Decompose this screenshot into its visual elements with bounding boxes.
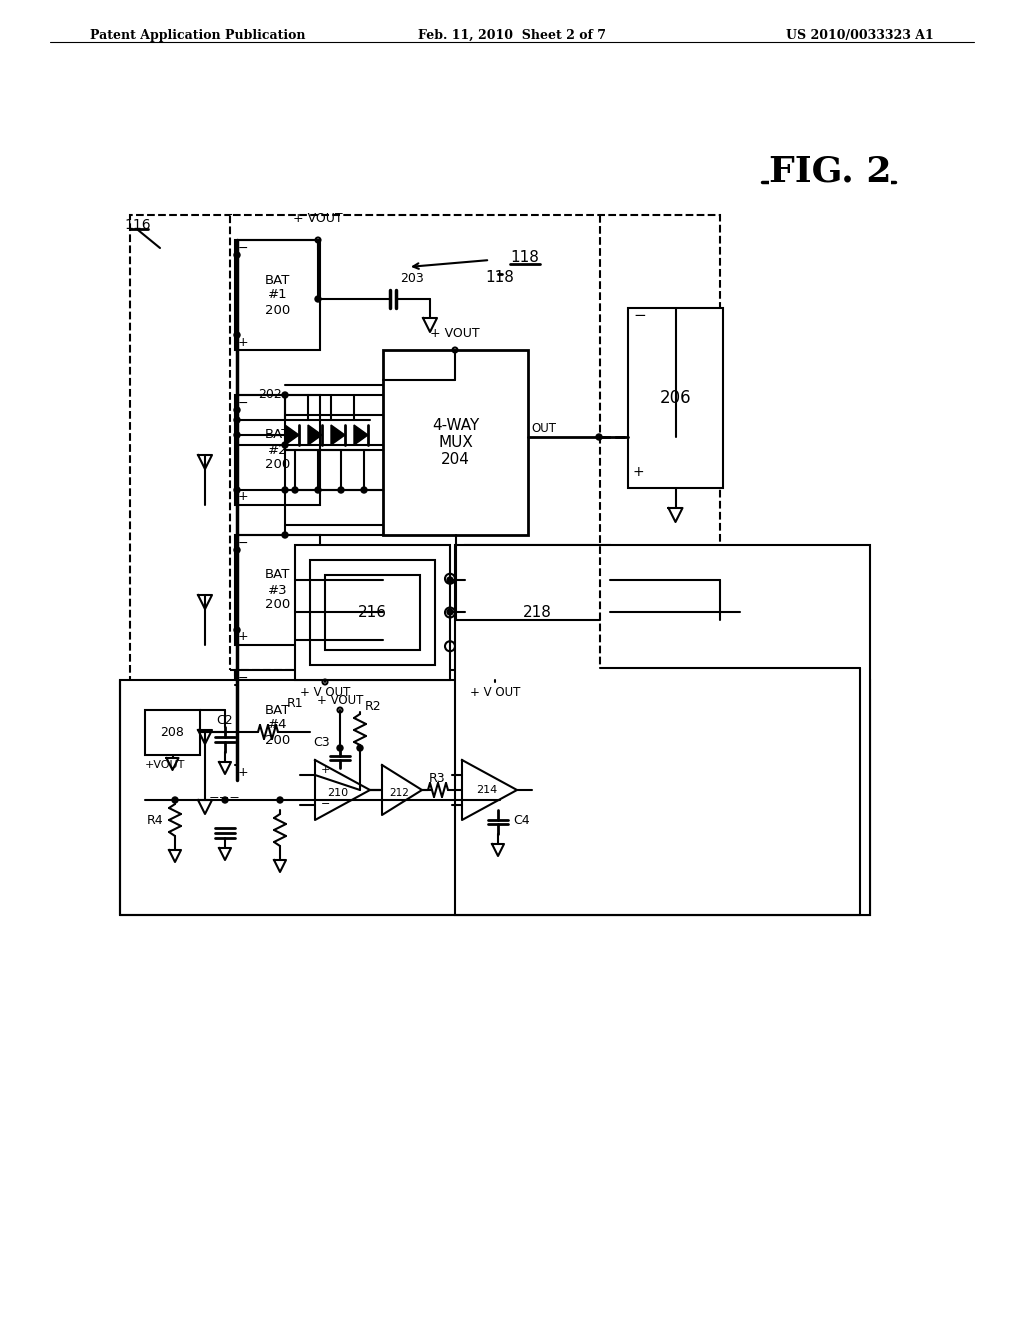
Text: R3: R3 [429, 771, 445, 784]
Text: 4-WAY
MUX
204: 4-WAY MUX 204 [432, 417, 479, 467]
Bar [234, 395, 319, 506]
Circle shape [361, 487, 367, 492]
Circle shape [172, 797, 178, 803]
Text: BAT
#2
200: BAT #2 200 [265, 429, 290, 471]
Text: FIG. 2: FIG. 2 [769, 154, 891, 189]
Circle shape [222, 797, 228, 803]
Circle shape [234, 487, 240, 492]
Text: 212: 212 [389, 788, 409, 799]
Polygon shape [331, 425, 345, 445]
Text: 218: 218 [523, 605, 552, 620]
Circle shape [234, 627, 240, 634]
Bar [130, 215, 234, 880]
Text: R4: R4 [146, 813, 163, 826]
Text: ===: === [209, 793, 241, 807]
Circle shape [338, 487, 344, 492]
Text: −: − [238, 536, 248, 549]
Circle shape [282, 442, 288, 447]
Text: R1: R1 [287, 697, 303, 710]
Circle shape [234, 546, 240, 553]
Circle shape [447, 577, 453, 583]
Bar [120, 680, 870, 915]
Text: +: + [238, 631, 248, 644]
Text: +: + [238, 335, 248, 348]
Text: 206: 206 [659, 389, 691, 407]
Circle shape [234, 762, 240, 768]
Text: R2: R2 [365, 700, 382, 713]
Circle shape [234, 252, 240, 257]
Circle shape [292, 487, 298, 492]
Circle shape [282, 392, 288, 399]
Text: + V OUT: + V OUT [470, 685, 520, 698]
Text: 118: 118 [510, 251, 539, 265]
Text: −: − [321, 799, 331, 809]
Text: BAT
#4
200: BAT #4 200 [265, 704, 290, 747]
Text: −: − [238, 242, 248, 255]
Text: Patent Application Publication: Patent Application Publication [90, 29, 305, 41]
Text: BAT
#3
200: BAT #3 200 [265, 569, 290, 611]
Circle shape [234, 333, 240, 338]
Text: 202: 202 [258, 388, 282, 401]
Text: 116: 116 [125, 218, 152, 232]
Bar [628, 308, 723, 488]
Text: + VOUT: + VOUT [430, 327, 480, 341]
Text: Feb. 11, 2010  Sheet 2 of 7: Feb. 11, 2010 Sheet 2 of 7 [418, 29, 606, 41]
Text: +: + [238, 491, 248, 503]
Bar [234, 535, 319, 645]
Circle shape [282, 487, 288, 492]
Text: +: + [238, 766, 248, 779]
Circle shape [234, 417, 240, 422]
Circle shape [337, 744, 343, 751]
Bar [310, 560, 435, 665]
Text: −: − [238, 672, 248, 685]
Text: −: − [633, 308, 646, 323]
Circle shape [596, 434, 602, 440]
Polygon shape [285, 425, 299, 445]
Bar [295, 545, 450, 680]
Circle shape [234, 432, 240, 438]
Text: 208: 208 [161, 726, 184, 739]
Circle shape [234, 407, 240, 413]
Text: 210: 210 [327, 788, 348, 799]
Bar [480, 560, 595, 665]
Text: BAT
#1
200: BAT #1 200 [265, 273, 290, 317]
Circle shape [357, 744, 362, 751]
Text: 118: 118 [485, 271, 514, 285]
Text: +: + [633, 465, 645, 479]
Polygon shape [354, 425, 368, 445]
Text: 214: 214 [476, 785, 498, 795]
Text: + VOUT: + VOUT [316, 693, 364, 706]
Circle shape [315, 487, 321, 492]
Text: 203: 203 [400, 272, 424, 285]
Text: +VOUT: +VOUT [145, 760, 185, 770]
Bar [455, 545, 870, 915]
Polygon shape [308, 425, 322, 445]
Bar [465, 545, 610, 680]
Circle shape [447, 609, 453, 615]
Text: US 2010/0033323 A1: US 2010/0033323 A1 [786, 29, 934, 41]
Bar [325, 576, 420, 649]
Text: C3: C3 [313, 737, 330, 750]
Text: OUT: OUT [531, 422, 556, 436]
Bar [145, 710, 200, 755]
Bar [383, 350, 528, 535]
Bar [234, 671, 319, 780]
Text: 216: 216 [358, 605, 387, 620]
Text: + VOUT: + VOUT [293, 213, 343, 224]
Text: C4: C4 [513, 813, 529, 826]
Text: C2: C2 [217, 714, 233, 726]
Circle shape [315, 296, 321, 302]
Circle shape [278, 797, 283, 803]
Bar [230, 215, 720, 671]
Text: −: − [238, 396, 248, 409]
Circle shape [234, 682, 240, 688]
Bar [234, 240, 319, 350]
Text: +: + [321, 766, 331, 775]
Text: + V OUT: + V OUT [300, 685, 350, 698]
Circle shape [282, 532, 288, 539]
